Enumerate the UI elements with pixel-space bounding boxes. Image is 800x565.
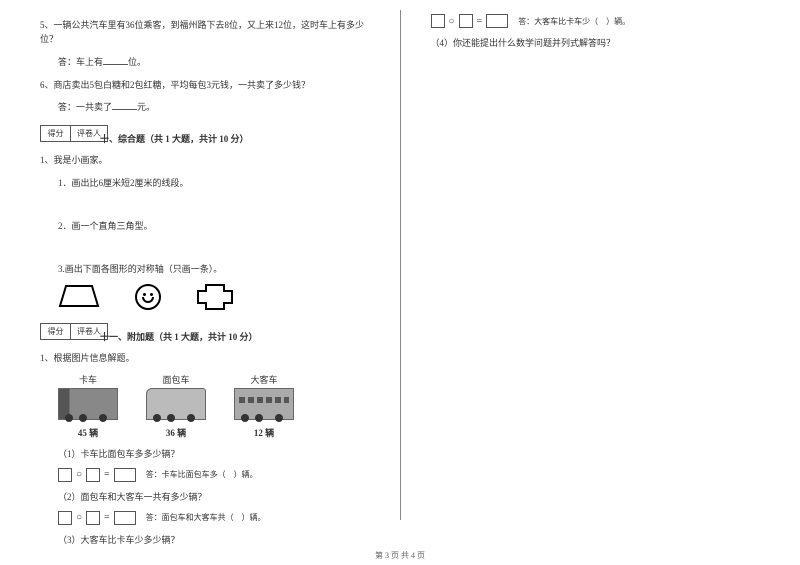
box bbox=[86, 511, 100, 525]
s10-q1: 1．画出比6厘米短2厘米的线段。 bbox=[58, 176, 370, 189]
page-footer: 第 3 页 共 4 页 bbox=[0, 550, 800, 561]
bus-count: 12 辆 bbox=[254, 426, 274, 439]
box bbox=[486, 14, 508, 28]
score-label: 得分 bbox=[40, 323, 70, 340]
op-circle: ○ bbox=[76, 469, 82, 480]
column-divider bbox=[400, 10, 401, 520]
answer-6: 答：一共卖了元。 bbox=[58, 100, 370, 113]
truck-icon bbox=[58, 388, 118, 420]
equation-2: ○ = 答：面包车和大客车共（ ）辆。 bbox=[58, 511, 370, 525]
bus-label: 大客车 bbox=[250, 373, 277, 386]
equals-sign: = bbox=[477, 16, 483, 27]
right-column: ○ = 答：大客车比卡车少（ ）辆。 （4）你还能提出什么数学问题并列式解答吗？ bbox=[431, 10, 761, 530]
truck-count: 45 辆 bbox=[78, 426, 98, 439]
equals-sign: = bbox=[104, 512, 110, 523]
bus-icon bbox=[234, 388, 294, 420]
box bbox=[114, 511, 136, 525]
blank bbox=[103, 55, 128, 65]
answer-5: 答：车上有位。 bbox=[58, 55, 370, 68]
s11-q2: （2）面包车和大客车一共有多少辆？ bbox=[58, 490, 370, 503]
q1-answer-text: 答：卡车比面包车多（ ）辆。 bbox=[146, 469, 258, 480]
op-circle: ○ bbox=[76, 512, 82, 523]
s10-intro: 1、我是小画家。 bbox=[40, 153, 370, 167]
box bbox=[58, 468, 72, 482]
vehicle-truck: 卡车 45 辆 bbox=[58, 373, 118, 439]
worksheet-page: 5、一辆公共汽车里有36位乘客，到福州路下去8位，又上来12位，这时车上有多少位… bbox=[40, 10, 760, 530]
op-circle: ○ bbox=[449, 16, 455, 27]
question-6: 6、商店卖出5包白糖和2包红糖，平均每包3元钱，一共卖了多少钱？ bbox=[40, 78, 370, 92]
left-column: 5、一辆公共汽车里有36位乘客，到福州路下去8位，又上来12位，这时车上有多少位… bbox=[40, 10, 370, 530]
section-10-title: 十、综合题（共 1 大题，共计 10 分） bbox=[100, 132, 370, 145]
blank bbox=[112, 100, 137, 110]
s10-q3: 3.画出下面各图形的对称轴（只画一条）。 bbox=[58, 262, 370, 275]
s11-intro: 1、根据图片信息解题。 bbox=[40, 351, 370, 365]
van-count: 36 辆 bbox=[166, 426, 186, 439]
trapezoid-shape bbox=[58, 284, 100, 310]
box bbox=[114, 468, 136, 482]
cross-shape bbox=[196, 283, 234, 311]
s10-q2: 2．画一个直角三角型。 bbox=[58, 219, 370, 232]
shapes-row bbox=[58, 283, 370, 311]
vehicle-bus: 大客车 12 辆 bbox=[234, 373, 294, 439]
box bbox=[431, 14, 445, 28]
section-11-title: 十一、附加题（共 1 大题，共计 10 分） bbox=[100, 330, 370, 343]
box bbox=[86, 468, 100, 482]
question-5: 5、一辆公共汽车里有36位乘客，到福州路下去8位，又上来12位，这时车上有多少位… bbox=[40, 18, 370, 47]
s11-q3: （3）大客车比卡车少多少辆？ bbox=[58, 533, 370, 546]
s11-q4: （4）你还能提出什么数学问题并列式解答吗？ bbox=[431, 36, 761, 49]
vehicles-row: 卡车 45 辆 面包车 36 辆 大客车 12 辆 bbox=[58, 373, 370, 439]
truck-label: 卡车 bbox=[79, 373, 97, 386]
equals-sign: = bbox=[104, 469, 110, 480]
s11-q1: （1）卡车比面包车多多少辆？ bbox=[58, 447, 370, 460]
box bbox=[459, 14, 473, 28]
equation-1: ○ = 答：卡车比面包车多（ ）辆。 bbox=[58, 468, 370, 482]
vehicle-van: 面包车 36 辆 bbox=[146, 373, 206, 439]
van-label: 面包车 bbox=[162, 373, 189, 386]
van-icon bbox=[146, 388, 206, 420]
score-label: 得分 bbox=[40, 125, 70, 142]
smiley-shape bbox=[135, 284, 161, 310]
box bbox=[58, 511, 72, 525]
equation-3: ○ = 答：大客车比卡车少（ ）辆。 bbox=[431, 14, 761, 28]
q3-answer-text: 答：大客车比卡车少（ ）辆。 bbox=[518, 16, 630, 27]
q2-answer-text: 答：面包车和大客车共（ ）辆。 bbox=[146, 512, 266, 523]
